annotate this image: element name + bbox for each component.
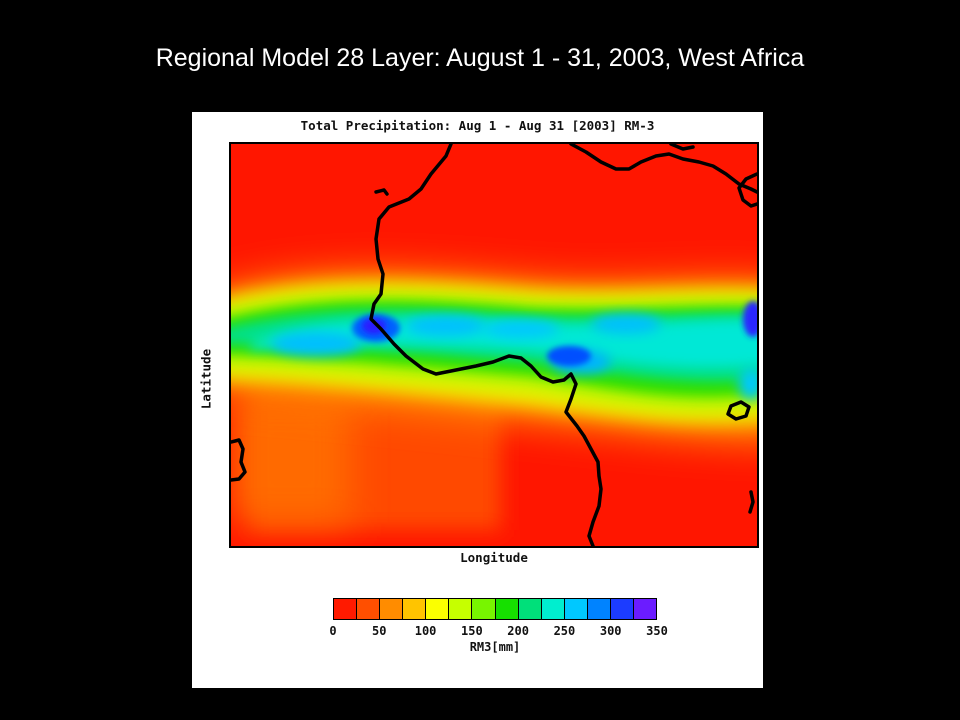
slide-title: Regional Model 28 Layer: August 1 - 31, … — [155, 44, 805, 72]
colorbar-segment — [357, 599, 381, 619]
latitude-axis-label: Latitude — [196, 344, 216, 414]
colorbar-tick-label: 300 — [599, 624, 622, 638]
latitude-label-text: Latitude — [198, 348, 214, 410]
colorbar-tick-label: 200 — [507, 624, 529, 638]
coastline — [231, 144, 757, 546]
colorbar-tick-label: 250 — [553, 624, 576, 638]
precipitation-map-svg — [231, 144, 757, 546]
colorbar-label: RM3[mm] — [469, 640, 521, 654]
colorbar-segment — [380, 599, 404, 619]
colorbar-segment — [472, 599, 496, 619]
colorbar-ticks: 0 50 100 150 200 250 300 350 — [192, 624, 763, 640]
colorbar-segment — [634, 599, 657, 619]
figure-panel: Total Precipitation: Aug 1 - Aug 31 [200… — [192, 112, 763, 688]
precipitation-map — [229, 142, 759, 548]
longitude-axis-label: Longitude — [460, 550, 528, 565]
colorbar-segment — [610, 599, 635, 619]
precip-field — [231, 144, 757, 546]
colorbar-tick-label: 150 — [461, 624, 483, 638]
colorbar-segment — [426, 599, 450, 619]
map-title: Total Precipitation: Aug 1 - Aug 31 [200… — [300, 118, 655, 133]
colorbar-segment — [518, 599, 542, 619]
colorbar-segment — [541, 599, 565, 619]
colorbar-segment — [403, 599, 427, 619]
colorbar-segment — [449, 599, 473, 619]
colorbar-tick-label: 100 — [414, 624, 437, 638]
colorbar-segment — [587, 599, 611, 619]
colorbar — [333, 598, 657, 620]
colorbar-tick-label: 50 — [372, 624, 387, 638]
colorbar-segment — [564, 599, 588, 619]
colorbar-tick-label: 350 — [646, 624, 668, 638]
colorbar-segment — [495, 599, 519, 619]
colorbar-tick-label: 0 — [329, 624, 337, 638]
colorbar-segment — [334, 599, 358, 619]
